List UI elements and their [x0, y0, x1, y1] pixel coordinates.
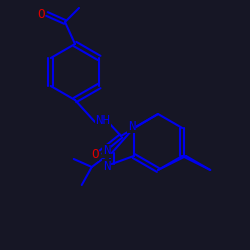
Text: N: N	[128, 120, 136, 132]
Text: O: O	[37, 8, 45, 20]
Text: N: N	[103, 144, 110, 158]
Text: NH: NH	[96, 114, 110, 126]
Text: N: N	[103, 160, 110, 172]
Text: O: O	[91, 148, 99, 160]
